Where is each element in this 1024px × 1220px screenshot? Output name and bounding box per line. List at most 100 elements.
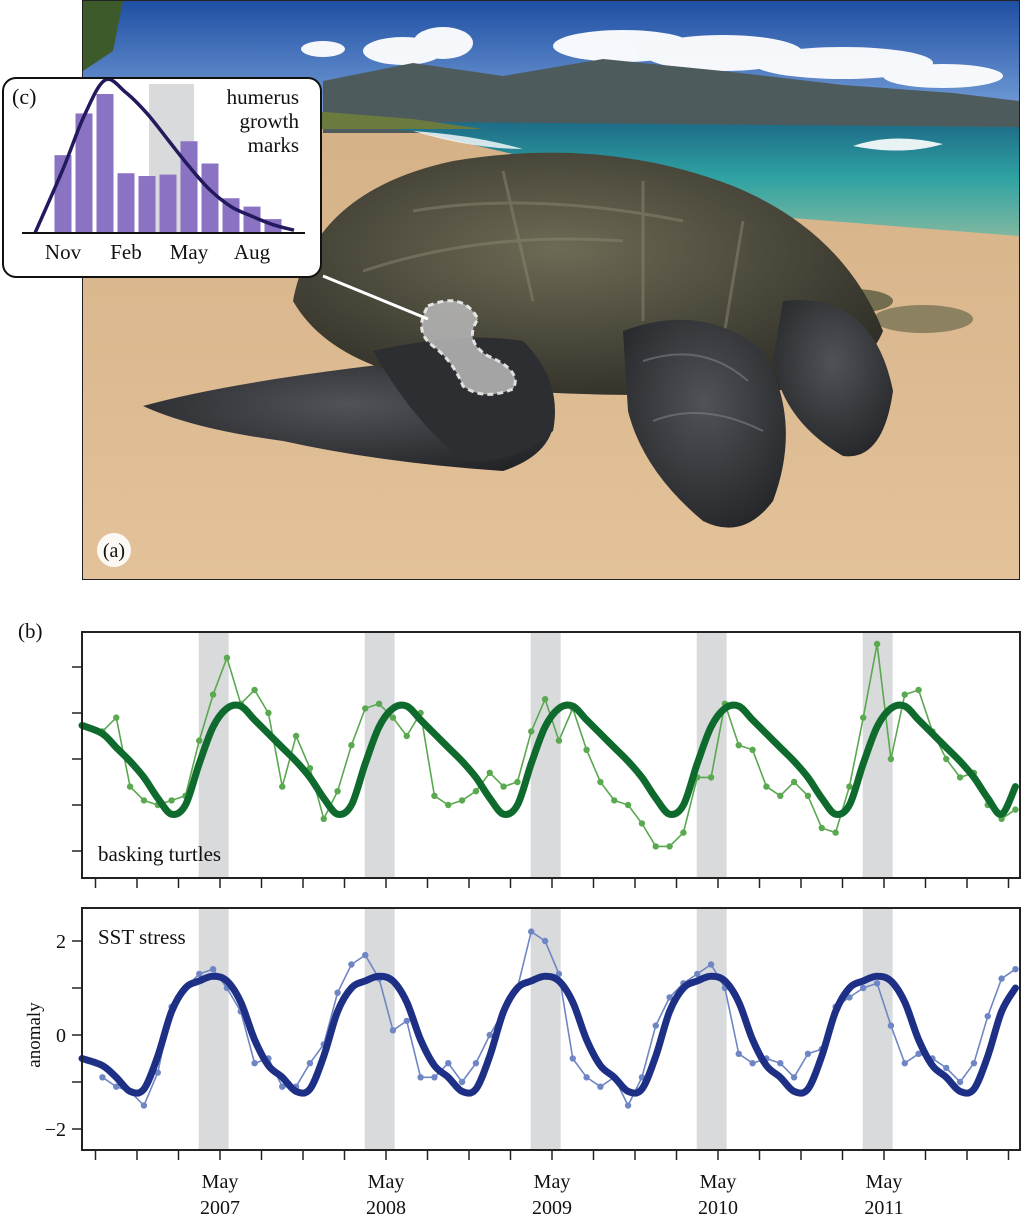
observed-point-sst-2010-01 — [666, 994, 673, 1001]
observed-point-sst-2010-10 — [790, 1074, 798, 1081]
panel-c-label: (c) — [12, 84, 36, 109]
observed-point-turtles-2008-10 — [458, 797, 466, 804]
observed-point-sst-2008-07 — [417, 1074, 424, 1081]
observed-point-sst-2008-01 — [334, 989, 341, 996]
x-tick-label-year: 2008 — [366, 1197, 406, 1219]
observed-point-sst-2012-02 — [1012, 966, 1019, 973]
observed-point-turtles-2007-10 — [292, 732, 300, 740]
observed-point-turtles-2009-01 — [500, 783, 507, 790]
observed-point-turtles-2010-04 — [707, 774, 715, 781]
y-tick-label: 2 — [56, 931, 66, 953]
histogram-title-line-1: humerus — [227, 85, 299, 109]
observed-point-turtles-2011-09 — [943, 755, 950, 763]
observed-point-turtles-2011-03 — [860, 714, 867, 721]
observed-point-turtles-2010-08 — [763, 783, 770, 790]
observed-point-turtles-2007-05 — [223, 654, 231, 661]
observed-point-turtles-2007-11 — [306, 765, 314, 772]
mountains — [323, 59, 1019, 133]
observed-point-turtles-2009-07 — [583, 746, 590, 753]
observed-point-turtles-2010-01 — [666, 843, 673, 850]
observed-point-turtles-2010-07 — [749, 746, 756, 753]
x-tick-label-month: May — [202, 1171, 239, 1193]
shaded-period-sst-2011 — [862, 908, 893, 1150]
observed-point-turtles-2009-11 — [638, 820, 646, 827]
observed-point-sst-2009-08 — [597, 1083, 604, 1090]
shaded-period-sst-2010 — [696, 908, 727, 1150]
clouds — [301, 27, 1003, 88]
observed-point-sst-2007-09 — [279, 1083, 286, 1090]
observed-point-sst-2008-11 — [472, 1060, 480, 1067]
histogram-title-line-3: marks — [248, 133, 299, 157]
observed-point-sst-2007-04 — [209, 966, 217, 973]
observed-point-turtles-2008-03 — [362, 705, 369, 712]
observed-point-turtles-2010-10 — [790, 778, 798, 786]
histogram-x-label-nov: Nov — [45, 240, 82, 264]
histogram-x-label-feb: Feb — [110, 240, 142, 264]
bottom-panel-frame — [81, 907, 1021, 1151]
x-tick-label-year: 2009 — [532, 1197, 572, 1219]
observed-point-turtles-2012-02 — [1012, 806, 1019, 813]
observed-point-sst-2007-03 — [196, 970, 203, 978]
observed-point-turtles-2006-10 — [126, 783, 134, 790]
observed-point-sst-2009-07 — [583, 1074, 590, 1081]
observed-point-sst-2011-10 — [956, 1078, 964, 1086]
y-tick-label: −2 — [45, 1119, 66, 1141]
observed-point-sst-2006-09 — [113, 1083, 120, 1090]
observed-point-turtles-2008-09 — [445, 801, 452, 809]
x-tick-label-year: 2007 — [200, 1197, 240, 1219]
y-tick-label: 0 — [56, 1025, 66, 1047]
panel-a-label-bg — [97, 533, 131, 567]
observed-point-turtles-2007-12 — [320, 815, 327, 822]
observed-point-sst-2006-11 — [140, 1102, 148, 1109]
observed-point-turtles-2010-02 — [680, 829, 687, 836]
panel-a-label: (a) — [103, 540, 125, 562]
observed-point-turtles-2011-06 — [901, 691, 908, 698]
histogram-x-label-may: May — [170, 240, 209, 264]
shaded-period-sst-2009 — [530, 908, 561, 1150]
observed-point-turtles-2006-09 — [113, 714, 120, 721]
density-curve — [33, 79, 295, 234]
histogram-bar-may — [180, 141, 198, 233]
histogram-bar-dec — [75, 113, 93, 233]
histogram-bar-apr — [159, 174, 177, 233]
observed-point-sst-2007-07 — [251, 1060, 258, 1067]
observed-point-sst-2008-05 — [389, 1027, 397, 1034]
series-label-basking-turtles: basking turtles — [98, 842, 221, 866]
observed-point-turtles-2007-07 — [251, 686, 258, 694]
observed-point-sst-2009-03 — [528, 928, 535, 935]
observed-point-turtles-2007-01 — [168, 797, 175, 804]
observed-point-sst-2008-10 — [458, 1078, 466, 1086]
observed-point-sst-2008-02 — [348, 961, 355, 968]
series-label-sst-stress: SST stress — [98, 925, 186, 949]
histogram-bar-jul — [222, 198, 240, 233]
observed-point-turtles-2009-05 — [555, 737, 563, 744]
observed-point-sst-2006-08 — [99, 1074, 106, 1081]
observed-point-sst-2011-02 — [846, 994, 853, 1001]
observed-point-turtles-2008-01 — [334, 788, 341, 795]
observed-point-sst-2011-06 — [901, 1060, 908, 1067]
observed-point-turtles-2011-07 — [915, 686, 922, 694]
observed-point-sst-2011-09 — [943, 1064, 950, 1072]
observed-point-sst-2009-05 — [555, 970, 563, 978]
observed-point-sst-2008-06 — [403, 1017, 410, 1025]
observed-point-turtles-2010-09 — [777, 792, 784, 799]
observed-point-sst-2012-01 — [998, 975, 1005, 982]
observed-point-turtles-2010-06 — [735, 742, 742, 749]
histogram-bar-mar — [138, 176, 156, 233]
observed-point-sst-2008-09 — [445, 1060, 452, 1067]
observed-point-sst-2011-05 — [887, 1022, 895, 1029]
histogram-bar-jun — [201, 163, 219, 233]
x-tick-label-year: 2010 — [698, 1197, 738, 1219]
observed-point-sst-2011-12 — [984, 1013, 991, 1020]
y-axis-label: anomaly — [24, 1002, 45, 1068]
observed-point-turtles-2008-04 — [375, 700, 383, 707]
x-tick-label-month: May — [534, 1171, 571, 1193]
panel-b-label: (b) — [18, 619, 43, 643]
x-tick-label-month: May — [700, 1171, 737, 1193]
observed-point-turtles-2011-01 — [832, 829, 839, 836]
observed-point-sst-2011-03 — [860, 984, 867, 992]
observed-point-turtles-2008-12 — [486, 769, 493, 776]
observed-point-turtles-2011-04 — [873, 640, 881, 648]
shaded-period-sst-2007 — [198, 908, 229, 1150]
